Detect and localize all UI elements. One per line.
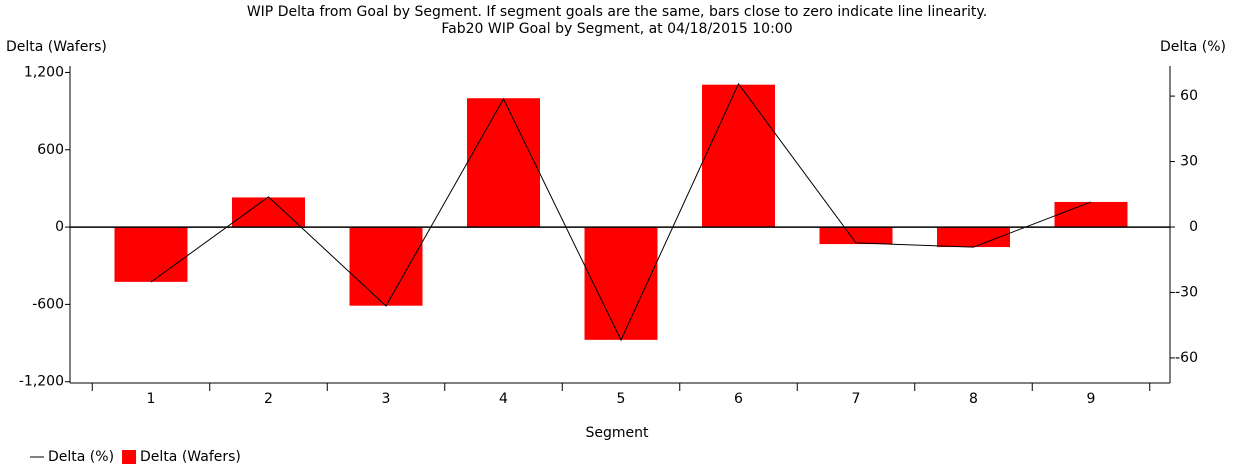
bar bbox=[349, 227, 423, 306]
x-tick-label: 7 bbox=[852, 391, 861, 407]
bar bbox=[467, 98, 540, 228]
y-axis-label: Delta (Wafers) bbox=[6, 39, 107, 55]
x-tick-label: 5 bbox=[617, 391, 626, 407]
bar bbox=[584, 227, 658, 340]
x-tick-label: 6 bbox=[734, 391, 743, 407]
y-tick-label: 600 bbox=[37, 142, 64, 158]
bar bbox=[114, 227, 188, 282]
legend-label: Delta (%) bbox=[48, 449, 114, 465]
bar bbox=[702, 84, 775, 228]
chart-title: WIP Delta from Goal by Segment. If segme… bbox=[247, 4, 987, 20]
y2-tick-label: 0 bbox=[1189, 219, 1198, 235]
x-tick-label: 8 bbox=[969, 391, 978, 407]
chart-subtitle: Fab20 WIP Goal by Segment, at 04/18/2015… bbox=[441, 21, 792, 37]
bar bbox=[819, 227, 893, 245]
y-tick-label: -600 bbox=[32, 296, 64, 312]
y-tick-label: 1,200 bbox=[24, 64, 64, 80]
y2-tick-label: -30 bbox=[1175, 284, 1198, 300]
legend-label: Delta (Wafers) bbox=[140, 449, 241, 465]
y2-tick-label: -60 bbox=[1175, 350, 1198, 366]
legend-swatch bbox=[122, 450, 137, 464]
x-tick-label: 4 bbox=[499, 391, 508, 407]
y2-axis-label: Delta (%) bbox=[1160, 39, 1226, 55]
line bbox=[150, 82, 1092, 342]
y-tick-label: -1,200 bbox=[19, 374, 64, 390]
x-tick-label: 2 bbox=[264, 391, 273, 407]
x-axis-label: Segment bbox=[586, 425, 650, 441]
y2-tick-label: 60 bbox=[1180, 88, 1198, 104]
bar bbox=[937, 227, 1010, 248]
y-tick-label: 0 bbox=[55, 219, 64, 235]
bar bbox=[1054, 201, 1128, 228]
y2-tick-label: 30 bbox=[1180, 154, 1198, 170]
x-tick-label: 9 bbox=[1087, 391, 1096, 407]
x-tick-label: 3 bbox=[382, 391, 391, 407]
bar bbox=[232, 197, 305, 228]
x-tick-label: 1 bbox=[147, 391, 156, 407]
